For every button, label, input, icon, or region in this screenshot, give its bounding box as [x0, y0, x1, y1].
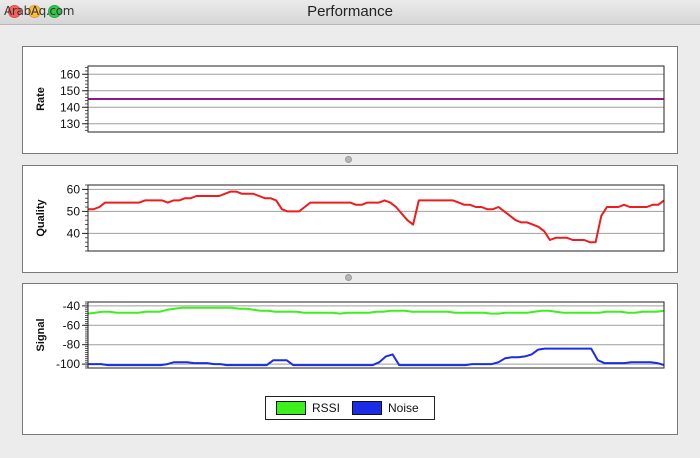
plot-frame — [87, 65, 665, 133]
y-tick-label: 160 — [60, 67, 80, 81]
rssi-legend-swatch — [276, 401, 306, 415]
rate-chart-panel: Rate 160 150 140 130 — [22, 46, 678, 154]
watermark-text: ArabAq.com — [4, 4, 75, 18]
quality-chart: Quality 60 50 40 — [35, 182, 665, 252]
plot-frame — [87, 184, 665, 252]
y-tick-label: -40 — [63, 299, 81, 313]
rate-chart: Rate 160 150 140 130 — [35, 65, 665, 133]
splitter-handle[interactable] — [345, 156, 352, 163]
minimize-button[interactable] — [28, 5, 41, 18]
rssi-series-line — [87, 306, 665, 315]
chart-legend: RSSI Noise — [265, 396, 435, 420]
y-tick-label: 130 — [60, 117, 80, 131]
noise-legend-label: Noise — [388, 401, 419, 415]
zoom-button[interactable] — [48, 5, 61, 18]
y-tick-label: 150 — [60, 84, 80, 98]
signal-chart: Signal -40 -60 -80 -100 — [35, 299, 665, 371]
y-tick-label: 60 — [67, 182, 81, 196]
y-tick-label: -60 — [63, 318, 81, 332]
quality-axis-label: Quality — [35, 198, 47, 236]
rssi-legend-label: RSSI — [312, 401, 341, 415]
quality-series-line — [88, 190, 665, 244]
y-tick-label: -80 — [63, 338, 81, 352]
splitter-handle[interactable] — [345, 274, 352, 281]
window-title: Performance — [307, 3, 393, 20]
title-bar: ArabAq.com Performance — [0, 0, 700, 25]
y-tick-label: 50 — [67, 204, 81, 218]
signal-axis-label: Signal — [35, 318, 47, 351]
close-button[interactable] — [8, 5, 21, 18]
noise-series-line — [88, 347, 665, 367]
plot-frame — [87, 301, 665, 369]
y-tick-label: 140 — [60, 100, 80, 114]
noise-legend-swatch — [352, 401, 382, 415]
rate-axis-label: Rate — [35, 87, 47, 111]
y-tick-label: -100 — [56, 357, 80, 371]
y-tick-label: 40 — [67, 226, 81, 240]
quality-chart-panel: Quality 60 50 40 — [22, 165, 678, 273]
